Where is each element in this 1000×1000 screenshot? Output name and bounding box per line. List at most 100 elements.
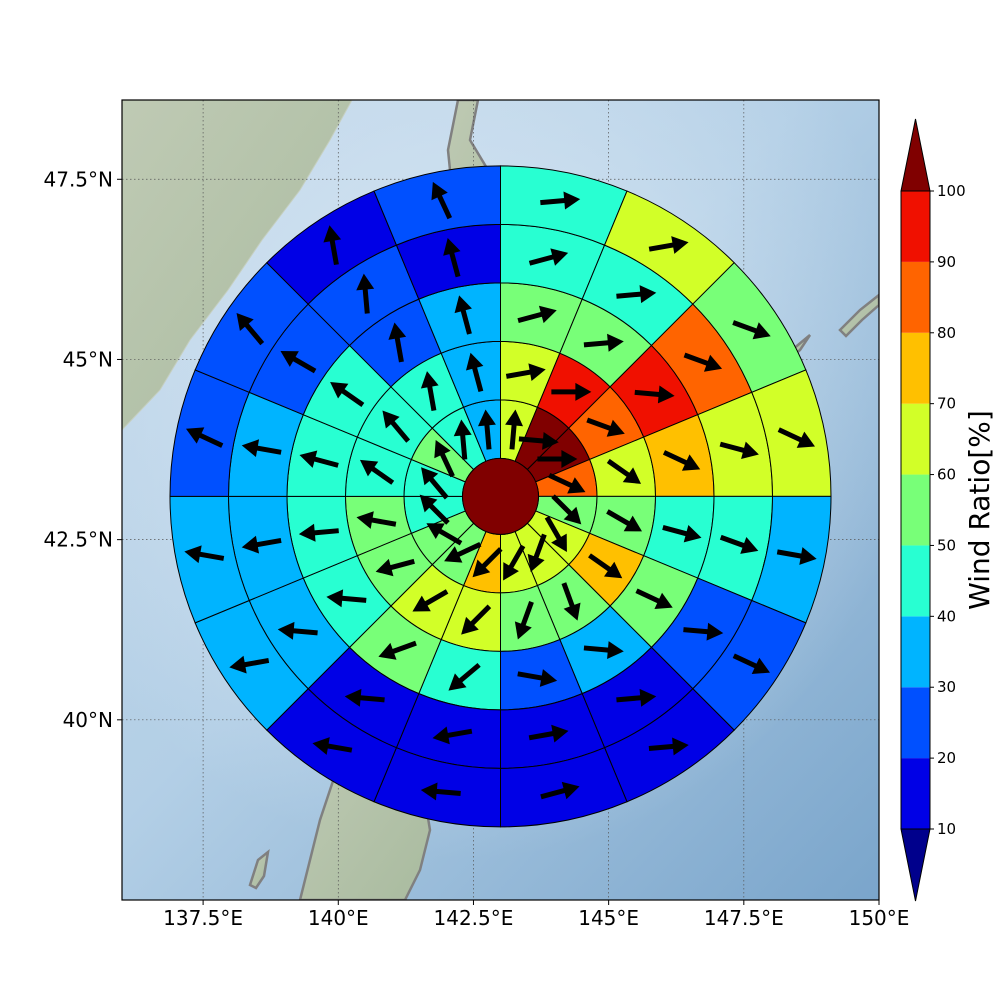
arrow-shaft — [291, 355, 317, 374]
arrow-shaft — [436, 193, 453, 220]
wind-arrows — [184, 181, 817, 801]
wind-arrow-r1-s1 — [505, 409, 524, 450]
wind-arrow-r5-s3 — [732, 320, 771, 340]
wind-arrow-r5-s8 — [540, 781, 580, 800]
arrow-shaft — [683, 352, 710, 367]
arrow-shaft — [460, 433, 468, 460]
colorbar-bin-20-30 — [901, 687, 930, 759]
arrow-shaft — [583, 340, 611, 348]
arrow-shaft — [457, 662, 481, 684]
wind-arrow-r3-s13 — [299, 450, 339, 468]
arrow-head — [426, 523, 445, 540]
arrow-shaft — [255, 445, 282, 455]
arrow-head — [505, 409, 524, 427]
arrow-shaft — [255, 537, 282, 548]
arrow-head — [241, 535, 260, 554]
arrow-shaft — [427, 502, 450, 525]
arrow-head — [551, 724, 569, 743]
wind-arrow-r2-s8 — [514, 601, 534, 640]
arrow-shaft — [484, 423, 492, 450]
arrow-shaft — [540, 197, 567, 206]
arrow-head — [412, 595, 431, 612]
arrow-head — [527, 553, 545, 573]
colorbar-tick-label: 90 — [937, 253, 956, 271]
arrow-head — [741, 441, 759, 460]
arrow-shaft — [777, 427, 804, 443]
latitude-axis: 40°N 42.5°N 45°N 47.5°N — [44, 167, 122, 732]
polar-grid — [169, 165, 832, 828]
colorbar-tick-label: 50 — [937, 536, 956, 554]
arrow-head — [444, 546, 463, 563]
wind-arrow-r5-s15 — [323, 225, 342, 266]
wind-arrow-r4-s16 — [443, 238, 461, 278]
arrow-shaft — [369, 517, 397, 527]
arrow-head — [378, 642, 397, 660]
arrow-shaft — [528, 254, 556, 266]
arrow-head — [740, 537, 759, 554]
arrow-shaft — [471, 365, 484, 393]
x-tick-label: 150°E — [849, 906, 910, 930]
arrow-head — [514, 621, 532, 640]
wind-arrow-r5-s11 — [229, 655, 270, 674]
arrow-shaft — [325, 743, 353, 753]
wind-arrow-r4-s1 — [528, 248, 569, 266]
arrow-head — [550, 248, 569, 266]
x-tick-label: 145°E — [578, 906, 639, 930]
arrow-head — [431, 181, 448, 201]
wind-arrow-r1-s5 — [551, 494, 582, 525]
arrow-head — [706, 622, 724, 641]
arrow-head — [186, 427, 205, 444]
arrow-head — [432, 726, 450, 745]
arrow-shaft — [312, 456, 339, 468]
wind-arrow-r2-s1 — [505, 363, 546, 382]
arrow-head — [607, 333, 624, 352]
arrow-shaft — [648, 743, 676, 752]
wind-arrow-r4-s15 — [356, 273, 375, 314]
wind-arrow-r1-s8 — [503, 544, 526, 581]
wind-arrow-r4-s6 — [683, 622, 724, 641]
wind-arrow-r1-s4 — [548, 472, 586, 494]
arrow-head — [461, 616, 479, 635]
wind-arrow-r5-s6 — [732, 653, 771, 675]
arrow-head — [752, 322, 771, 340]
arrow-head — [563, 602, 581, 621]
wind-arrow-r1-s2 — [518, 431, 559, 450]
wind-arrow-r2-s13 — [359, 459, 395, 485]
wind-arrow-r1-s15 — [453, 419, 472, 460]
wind-arrow-r4-s12 — [241, 535, 282, 554]
arrow-shaft — [291, 628, 318, 636]
arrow-head — [453, 419, 472, 437]
arrow-head — [375, 558, 394, 577]
wind-arrow-r3-s6 — [635, 588, 673, 610]
arrow-shaft — [505, 369, 533, 379]
arrow-head — [503, 562, 519, 581]
colorbar-bin-60-70 — [901, 403, 930, 475]
y-tick-label: 42.5°N — [44, 528, 114, 552]
wind-arrow-r1-s10 — [444, 542, 482, 563]
wind-arrow-r5-s5 — [776, 547, 817, 565]
arrow-shaft — [423, 589, 449, 607]
arrow-head — [326, 589, 344, 608]
arrow-shaft — [548, 472, 574, 489]
arrow-shaft — [634, 389, 661, 398]
arrow-head — [683, 524, 702, 543]
arrow-shaft — [635, 588, 662, 604]
arrow-shaft — [533, 533, 547, 560]
wind-arrow-r2-s14 — [382, 410, 411, 443]
arrow-shaft — [517, 671, 544, 681]
wind-arrow-r5-s12 — [184, 545, 225, 564]
arrow-head — [421, 467, 439, 486]
arrow-head — [751, 657, 771, 675]
colorbar-over-extension — [900, 118, 931, 192]
colorbar-tick-label: 80 — [937, 324, 956, 342]
asia-landmass — [122, 100, 353, 431]
arrow-shaft — [551, 494, 574, 517]
wind-arrow-r5-s16 — [431, 181, 453, 220]
arrow-shaft — [648, 242, 676, 252]
arrow-head — [623, 515, 643, 532]
x-tick-label: 147.5°E — [704, 906, 784, 930]
arrow-shaft — [312, 528, 339, 536]
wind-arrow-r4-s4 — [719, 441, 759, 460]
wind-arrow-r5-s1 — [540, 191, 581, 210]
